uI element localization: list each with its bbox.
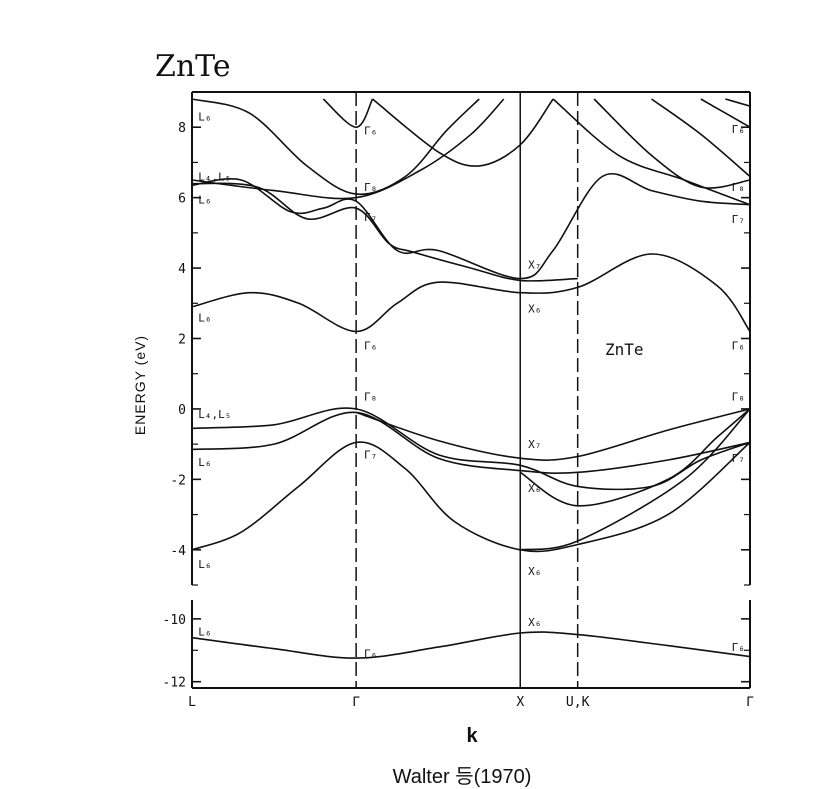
- symmetry-label: Γ₈: [732, 181, 745, 194]
- y-tick-label: 0: [178, 403, 186, 418]
- band-line: [322, 98, 374, 129]
- band-line: [191, 98, 480, 196]
- band-line: [191, 182, 578, 282]
- figure-title: ZnTe: [155, 49, 231, 84]
- x-tick-label: Γ: [352, 695, 360, 710]
- symmetry-label: Γ₇: [732, 213, 745, 226]
- band-line: [191, 631, 751, 659]
- band-line: [372, 98, 554, 167]
- y-tick-label: 4: [178, 262, 186, 277]
- y-tick-label: 6: [178, 192, 186, 207]
- band-line: [700, 98, 751, 128]
- symmetry-label: Γ₆: [364, 125, 377, 138]
- y-tick-label: -4: [170, 544, 186, 559]
- band-line: [519, 408, 751, 507]
- band-line: [191, 173, 751, 280]
- y-tick-label: -10: [163, 613, 186, 628]
- x-tick-label: Γ: [746, 695, 754, 710]
- symmetry-label: Γ₆: [732, 123, 745, 136]
- symmetry-label: L₄,L₅: [198, 408, 231, 421]
- band-line: [725, 98, 751, 107]
- symmetry-label: L₆: [198, 111, 211, 124]
- symmetry-label: L₆: [198, 558, 211, 571]
- symmetry-label: X₆: [528, 482, 541, 495]
- y-axis-label: ENERGY (eV): [132, 335, 148, 435]
- band-line: [355, 408, 751, 461]
- band-line: [552, 98, 751, 206]
- y-tick-label: 8: [178, 121, 186, 136]
- symmetry-label: X₇: [528, 438, 541, 451]
- x-tick-label: U,K: [566, 695, 590, 710]
- panel-label: ZnTe: [605, 340, 644, 359]
- symmetry-label: L₆: [198, 311, 211, 324]
- band-line: [191, 441, 751, 553]
- band-line: [651, 98, 751, 178]
- symmetry-label: X₆: [528, 303, 541, 316]
- x-axis-label: k: [466, 725, 478, 747]
- symmetry-label: Γ₈: [364, 181, 377, 194]
- symmetry-label: L₆: [198, 456, 211, 469]
- y-tick-label: 2: [178, 333, 186, 348]
- symmetry-label: Γ₆: [732, 340, 745, 353]
- x-tick-label: X: [516, 695, 524, 710]
- symmetry-label: X₆: [528, 616, 541, 629]
- symmetry-labels: L₆ L₄,L₅ L₆ L₆ L₄,L₅ L₆ L₆ L₆ Γ₆ Γ₈ Γ₇ Γ₆ Γ₈ Γ₇ Γ₆ X₇ X₆…: [198, 111, 745, 661]
- symmetry-label: L₆: [198, 625, 211, 638]
- plot-axes: -4 -2 0 2 4 6 8 -12 -10 L Γ X U,K Γ: [163, 91, 754, 710]
- symmetry-label: Γ₈: [364, 391, 377, 404]
- band-curves: [191, 98, 751, 659]
- y-tick-label: -2: [170, 473, 186, 488]
- symmetry-label: X₇: [528, 259, 541, 272]
- symmetry-label: L₆: [198, 193, 211, 206]
- symmetry-label: Γ₆: [364, 340, 377, 353]
- symmetry-label: Γ₈: [732, 391, 745, 404]
- band-line: [191, 411, 751, 474]
- symmetry-label: X₆: [528, 565, 541, 578]
- figure-caption: Walter 등(1970): [393, 766, 532, 788]
- symmetry-label: Γ₆: [364, 647, 377, 660]
- symmetry-label: Γ₆: [732, 641, 745, 654]
- symmetry-label: Γ₇: [364, 449, 377, 462]
- x-tick-label: L: [188, 695, 196, 710]
- symmetry-label: Γ₇: [364, 211, 377, 224]
- symmetry-label: L₄,L₅: [198, 171, 231, 184]
- band-line: [520, 408, 751, 551]
- band-line: [191, 253, 751, 333]
- band-line: [593, 98, 751, 189]
- symmetry-label: Γ₇: [732, 452, 745, 465]
- y-tick-label: -12: [163, 676, 186, 691]
